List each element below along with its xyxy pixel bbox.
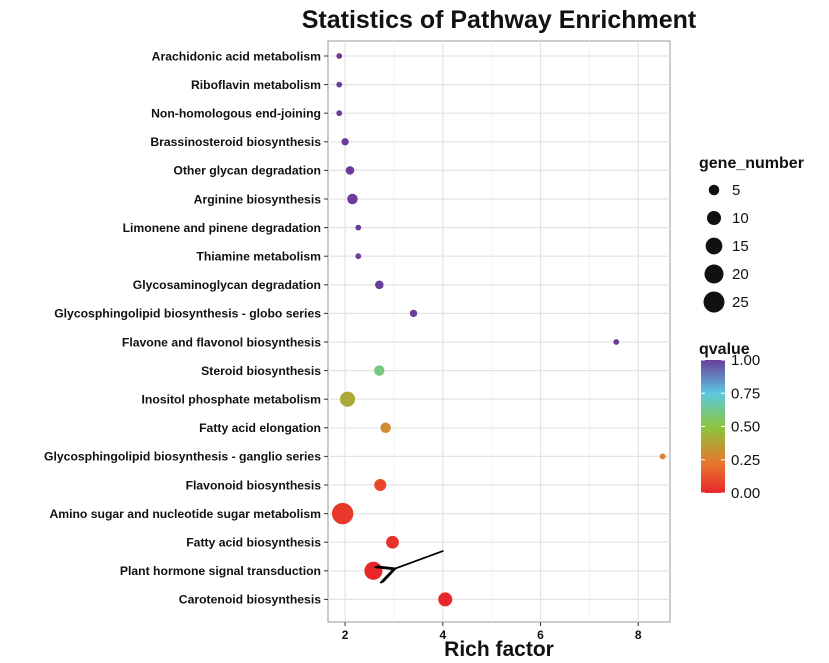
category-label: Fatty acid biosynthesis	[186, 536, 321, 550]
colorbar-label: 0.00	[731, 485, 760, 502]
data-point	[355, 224, 362, 231]
plot-panel	[327, 40, 671, 623]
category-label: Arginine biosynthesis	[194, 192, 322, 206]
category-label: Inositol phosphate metabolism	[142, 393, 322, 407]
size-legend-key	[703, 291, 725, 313]
data-point	[659, 453, 666, 460]
data-point	[339, 391, 356, 407]
size-legend-label: 10	[732, 210, 749, 227]
colorbar-label: 0.50	[731, 419, 760, 436]
category-label: Flavonoid biosynthesis	[186, 478, 322, 492]
data-point	[336, 53, 343, 59]
colorbar-label: 0.75	[731, 385, 760, 402]
category-label: Limonene and pinene degradation	[123, 221, 321, 235]
category-label: Arachidonic acid metabolism	[152, 49, 321, 63]
data-point	[341, 138, 349, 146]
x-tick-label: 4	[439, 628, 446, 642]
category-label: Plant hormone signal transduction	[120, 564, 321, 578]
data-point	[374, 478, 387, 492]
data-point	[331, 502, 354, 525]
size-legend-key	[705, 237, 723, 255]
data-point	[345, 166, 355, 175]
data-point	[380, 422, 391, 434]
data-point	[364, 561, 383, 580]
category-label: Non-homologous end-joining	[151, 107, 321, 121]
size-legend-label: 20	[732, 266, 749, 283]
size-legend: 5 10 15 20 25	[703, 182, 749, 313]
x-tick-label: 6	[537, 628, 544, 642]
data-point	[409, 309, 418, 318]
category-label: Brassinosteroid biosynthesis	[150, 135, 321, 149]
grid-lines	[324, 41, 670, 622]
category-label: Glycosphingolipid biosynthesis - ganglio…	[44, 450, 321, 464]
data-point	[336, 81, 343, 88]
category-label: Thiamine metabolism	[196, 250, 321, 264]
category-labels: Arachidonic acid metabolism Riboflavin me…	[44, 49, 321, 606]
category-label: Carotenoid biosynthesis	[179, 593, 321, 607]
data-point	[336, 110, 343, 117]
category-label: Fatty acid elongation	[199, 421, 321, 435]
data-point	[355, 253, 362, 260]
category-label: Glycosaminoglycan degradation	[133, 278, 321, 292]
size-legend-key	[708, 184, 720, 196]
category-label: Flavone and flavonol biosynthesis	[122, 335, 321, 349]
size-legend-key	[706, 210, 722, 226]
size-legend-label: 25	[732, 294, 749, 311]
data-point	[386, 535, 399, 549]
category-label: Glycosphingolipid biosynthesis - globo s…	[54, 307, 321, 321]
data-point	[347, 193, 358, 205]
data-point	[374, 365, 385, 376]
x-axis-ticks: 2 4 6 8	[342, 622, 642, 642]
size-legend-label: 15	[732, 238, 749, 255]
size-legend-title: gene_number	[699, 155, 804, 172]
color-legend-title: qvalue	[699, 341, 750, 358]
x-tick-label: 8	[635, 628, 642, 642]
size-legend-label: 5	[732, 182, 740, 199]
data-point	[613, 339, 620, 345]
category-label: Steroid biosynthesis	[201, 364, 321, 378]
colorbar-label: 0.25	[731, 452, 760, 469]
data-point	[375, 280, 384, 290]
color-legend-ticks: 1.00 0.75 0.50 0.25 0.00	[701, 352, 760, 502]
size-legend-key	[704, 264, 724, 284]
category-label: Other glycan degradation	[173, 164, 321, 178]
data-point	[438, 592, 453, 607]
chart-title: Statistics of Pathway Enrichment	[302, 6, 697, 34]
category-label: Riboflavin metabolism	[191, 78, 321, 92]
category-label: Amino sugar and nucleotide sugar metabol…	[49, 507, 321, 521]
colorbar-label: 1.00	[731, 352, 760, 369]
x-axis-title: Rich factor	[444, 638, 554, 661]
x-tick-label: 2	[342, 628, 349, 642]
annotation-arrow	[394, 549, 444, 569]
